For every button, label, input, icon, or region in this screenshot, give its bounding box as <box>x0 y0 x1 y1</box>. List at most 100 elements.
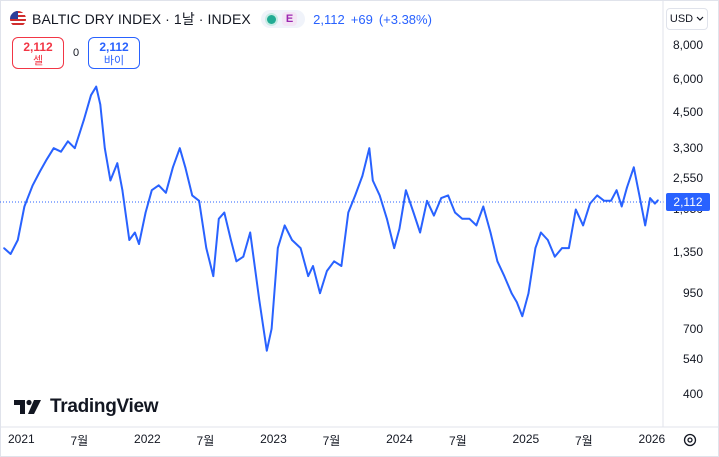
time-tick-label: 2021 <box>8 432 35 446</box>
spread-value: 0 <box>73 47 80 59</box>
data-point <box>165 192 167 194</box>
data-point <box>3 247 5 249</box>
data-point <box>468 218 471 220</box>
data-point <box>503 275 506 277</box>
price-tick-label: 540 <box>682 352 703 367</box>
data-point <box>184 166 187 169</box>
data-point <box>489 231 492 234</box>
data-point <box>104 147 106 149</box>
market-status-icon <box>266 14 276 24</box>
gear-icon[interactable] <box>682 432 698 448</box>
price-change-percent: (+3.38%) <box>378 11 432 27</box>
data-point <box>121 189 124 191</box>
data-point <box>433 214 435 217</box>
data-point <box>568 247 570 249</box>
data-point <box>412 211 415 214</box>
data-point <box>134 231 136 234</box>
data-point <box>39 170 41 173</box>
data-point <box>554 255 556 258</box>
sell-button[interactable]: 2,112 셀 <box>12 37 64 69</box>
data-point <box>654 202 656 205</box>
time-tick-label: 7월 <box>70 434 89 448</box>
data-point <box>393 247 396 249</box>
data-point <box>83 119 85 121</box>
sell-price: 2,112 <box>23 40 53 54</box>
data-point <box>534 247 537 249</box>
data-point <box>575 208 577 211</box>
data-point <box>218 218 220 220</box>
data-point <box>527 292 530 295</box>
buy-button[interactable]: 2,112 바이 <box>88 37 140 69</box>
data-point <box>116 162 119 164</box>
chevron-down-icon <box>696 16 704 21</box>
data-point <box>347 211 350 214</box>
data-point <box>447 194 449 197</box>
currency-selector[interactable]: USD <box>666 8 708 30</box>
data-point <box>109 179 112 182</box>
tradingview-logo-icon <box>14 399 41 414</box>
time-tick-label: 2022 <box>134 432 161 446</box>
symbol-title[interactable]: BALTIC DRY INDEX · 1날 · INDEX <box>32 11 251 27</box>
data-point <box>191 194 193 197</box>
exchange-badge: E <box>281 12 298 26</box>
data-point <box>454 211 456 214</box>
buy-label: 바이 <box>103 55 125 67</box>
data-point <box>312 265 314 267</box>
data-point <box>475 224 478 227</box>
price-tick-label: 8,000 <box>672 38 703 52</box>
data-point <box>378 194 381 197</box>
data-point <box>405 189 407 191</box>
time-tick-label: 2024 <box>386 432 413 446</box>
data-point <box>90 94 92 96</box>
us-flag-icon <box>10 11 26 27</box>
price-tick-label: 4,500 <box>672 105 703 120</box>
data-point <box>205 247 208 249</box>
time-tick-label: 7월 <box>574 434 593 448</box>
data-point <box>372 179 374 182</box>
data-point <box>603 200 605 202</box>
data-point <box>223 211 226 214</box>
data-point <box>235 260 238 263</box>
data-point <box>615 189 618 191</box>
price-tick-label: 3,300 <box>672 141 703 156</box>
data-point <box>547 239 549 241</box>
buy-price: 2,112 <box>99 40 129 54</box>
time-tick-label: 2023 <box>260 432 287 446</box>
data-point <box>354 194 357 197</box>
data-point <box>67 140 69 143</box>
data-point <box>270 328 273 330</box>
series-line[interactable] <box>3 85 659 352</box>
price-tick-label: 950 <box>682 286 703 301</box>
data-point <box>60 150 62 153</box>
data-point <box>17 239 19 241</box>
data-point <box>212 275 215 277</box>
data-point <box>95 85 97 88</box>
brand-name: TradingView <box>50 396 159 417</box>
status-pill[interactable]: E <box>260 10 306 28</box>
data-point <box>99 103 102 106</box>
tradingview-logo[interactable]: TradingView <box>14 396 159 418</box>
data-point <box>230 239 232 241</box>
data-point <box>172 166 174 169</box>
time-tick-label: 2026 <box>638 432 666 446</box>
data-point <box>157 184 160 187</box>
data-point <box>283 224 286 227</box>
time-tick-label: 7월 <box>448 434 467 448</box>
data-point <box>299 247 302 249</box>
data-point <box>482 205 485 208</box>
price-tick-label: 1,350 <box>672 245 703 260</box>
data-point <box>368 147 371 149</box>
data-point <box>277 247 279 249</box>
data-point <box>561 247 563 249</box>
data-point <box>340 265 343 267</box>
data-point <box>398 228 401 230</box>
data-point <box>128 239 131 241</box>
data-point <box>516 301 518 303</box>
data-point <box>440 197 443 199</box>
data-point <box>307 275 310 277</box>
data-point <box>649 197 651 199</box>
time-tick-label: 7월 <box>196 434 215 448</box>
data-point <box>242 255 245 258</box>
data-point <box>258 298 261 301</box>
